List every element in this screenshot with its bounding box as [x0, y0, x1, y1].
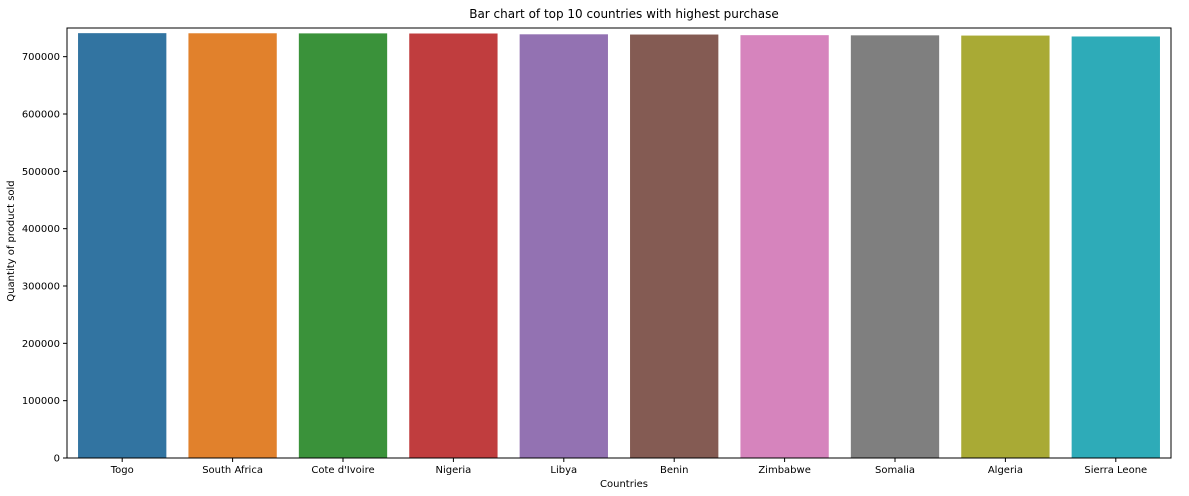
y-tick-label: 500000 [22, 167, 60, 178]
bar [409, 33, 498, 459]
bar [298, 33, 388, 458]
y-tick-label: 700000 [22, 52, 60, 63]
y-ticks-group: 0 100000 200000 300000 400000 500000 600000 700… [22, 52, 67, 465]
y-tick-label: 600000 [22, 110, 60, 121]
x-tick-label: Benin [660, 465, 688, 476]
bar [78, 33, 167, 458]
y-axis-title: Quantity of product sold [6, 180, 17, 301]
bar [850, 35, 940, 459]
y-tick-label: 400000 [22, 224, 60, 235]
y-tick-label: 300000 [22, 282, 60, 293]
x-tick-label: South Africa [202, 465, 263, 476]
bar [630, 34, 719, 458]
x-ticks-group: Togo South Africa Cote d'Ivoire Nigeria Liby… [110, 458, 1147, 476]
bar [740, 35, 829, 459]
x-tick-label: Cote d'Ivoire [311, 465, 374, 476]
x-tick-label: Nigeria [436, 465, 472, 476]
y-tick-label: 200000 [22, 339, 60, 350]
x-axis-title: Countries [600, 479, 648, 490]
y-tick-label: 0 [54, 454, 60, 465]
plot-frame [66, 27, 1172, 459]
bar [188, 33, 277, 459]
bar [519, 34, 608, 458]
bar [1071, 36, 1160, 459]
chart-title: Bar chart of top 10 countries with highe… [469, 7, 779, 21]
x-tick-label: Somalia [875, 465, 915, 476]
x-tick-label: Libya [550, 465, 577, 476]
x-tick-label: Zimbabwe [758, 465, 811, 476]
bar [961, 35, 1050, 459]
x-tick-label: Algeria [988, 465, 1023, 476]
x-tick-label: Togo [110, 465, 134, 476]
y-tick-label: 100000 [22, 396, 60, 407]
bars-group [78, 33, 1160, 459]
x-tick-label: Sierra Leone [1084, 465, 1147, 476]
